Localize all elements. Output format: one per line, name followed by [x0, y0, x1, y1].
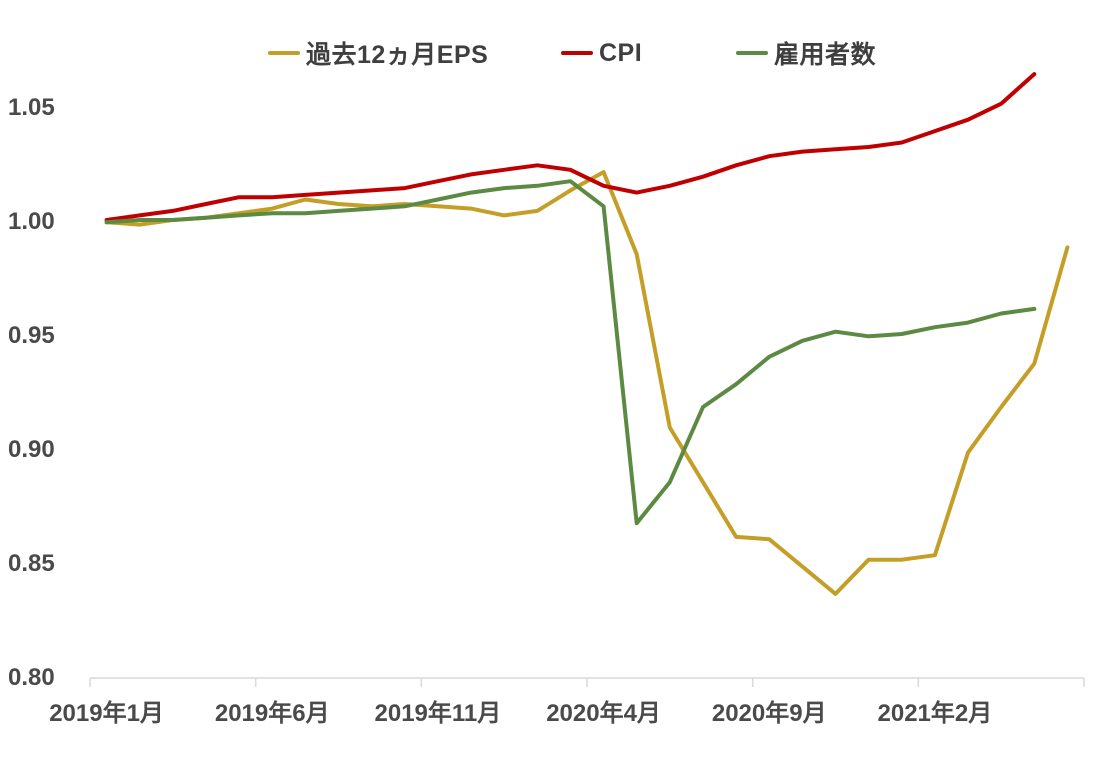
legend-item-cpi: CPI [561, 36, 642, 70]
legend-label-employment: 雇用者数 [774, 41, 877, 69]
y-axis-tick-label: 1.05 [8, 94, 55, 121]
legend-item-employment: 雇用者数 [736, 36, 876, 70]
y-axis-tick-label: 1.00 [8, 208, 55, 235]
x-axis-tick-label: 2019年1月 [49, 699, 164, 727]
x-axis-tick-label: 2019年6月 [215, 699, 330, 727]
x-axis-tick-label: 2021年2月 [878, 699, 993, 727]
series-line-cpi [104, 72, 1037, 222]
legend-line-swatch-cpi [561, 51, 593, 55]
series-line-employment [104, 179, 1037, 526]
legend-item-eps: 過去12ヵ月EPS [268, 36, 488, 70]
x-axis-tick-label: 2020年9月 [712, 699, 827, 727]
y-axis-tick-label: 0.85 [8, 550, 55, 577]
x-axis-tick-label: 2019年11月 [375, 699, 502, 727]
chart-legend: 過去12ヵ月EPS CPI 雇用者数 [0, 36, 1119, 70]
y-axis-tick-label: 0.90 [8, 436, 55, 463]
series-line-eps [104, 170, 1070, 596]
legend-label-eps: 過去12ヵ月EPS [306, 41, 489, 69]
y-axis-tick-label: 0.80 [8, 664, 55, 691]
x-axis-tick-label: 2020年4月 [546, 699, 661, 727]
legend-line-swatch-employment [736, 51, 768, 55]
legend-label-cpi: CPI [599, 38, 643, 67]
y-axis-tick-label: 0.95 [8, 322, 55, 349]
legend-line-swatch-eps [268, 51, 300, 55]
